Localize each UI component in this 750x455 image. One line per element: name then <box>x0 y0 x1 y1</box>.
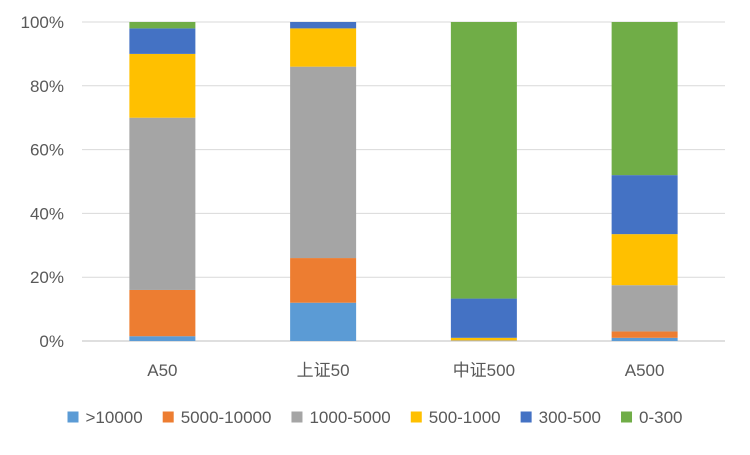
x-category-label: 上证50 <box>297 361 350 380</box>
bar-segment <box>290 22 357 29</box>
legend-label: 300-500 <box>539 408 601 427</box>
legend-item: 5000-10000 <box>162 408 272 427</box>
x-category-label: A500 <box>625 361 665 380</box>
x-category-label: 中证500 <box>453 361 515 380</box>
x-category-label: A50 <box>147 361 177 380</box>
legend-item: 1000-5000 <box>291 408 391 427</box>
y-tick-label: 80% <box>30 77 64 96</box>
legend-swatch <box>291 411 303 423</box>
bar-segment <box>450 340 517 341</box>
y-axis-tick-labels: 0% 20% 40% 60% 80% 100% <box>21 13 64 351</box>
legend-label: 5000-10000 <box>181 408 272 427</box>
bar-segment <box>611 285 678 332</box>
legend-swatch <box>621 411 633 423</box>
bar-segment <box>290 258 357 303</box>
bar-segment <box>611 22 678 176</box>
bar-segment <box>129 336 196 341</box>
bar-segment <box>611 175 678 235</box>
y-tick-label: 60% <box>30 141 64 160</box>
bars <box>129 22 678 341</box>
legend-label: 0-300 <box>639 408 682 427</box>
bar-segment <box>611 337 678 341</box>
bar-segment <box>450 298 517 338</box>
y-tick-label: 0% <box>39 332 64 351</box>
bar-segment <box>290 302 357 341</box>
legend-item: 300-500 <box>520 408 601 427</box>
bar-segment <box>450 22 517 299</box>
legend-label: 1000-5000 <box>309 408 390 427</box>
legend-swatch <box>162 411 174 423</box>
legend-item: >10000 <box>67 408 143 427</box>
legend-swatch <box>520 411 532 423</box>
bar-segment <box>129 53 196 118</box>
legend-item: 500-1000 <box>410 408 501 427</box>
bar-segment <box>129 22 196 29</box>
bar-segment <box>290 66 357 259</box>
legend-label: >10000 <box>86 408 143 427</box>
bar-segment <box>450 337 517 341</box>
bar-segment <box>129 28 196 54</box>
y-tick-label: 100% <box>21 13 64 32</box>
legend-swatch <box>410 411 422 423</box>
y-tick-label: 20% <box>30 268 64 287</box>
bar-segment <box>611 234 678 286</box>
legend-item: 0-300 <box>621 408 683 427</box>
bar-segment <box>129 289 196 337</box>
legend-label: 500-1000 <box>429 408 501 427</box>
bar-segment <box>290 28 357 67</box>
bar-segment <box>129 117 196 290</box>
y-tick-label: 40% <box>30 204 64 223</box>
legend-swatch <box>67 411 79 423</box>
bar-segment <box>611 331 678 338</box>
legend: >10000 5000-10000 1000-5000 500-1000 300-500… <box>67 408 683 427</box>
x-axis-category-labels: A50 上证50 中证500 A500 <box>147 361 664 380</box>
